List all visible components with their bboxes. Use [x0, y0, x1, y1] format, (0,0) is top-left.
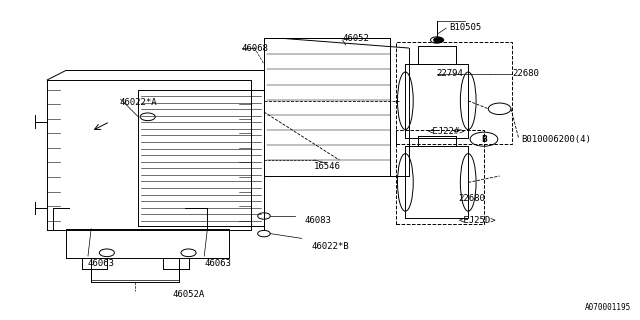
Text: <EJ22#>: <EJ22#>	[428, 127, 465, 136]
Text: 46083: 46083	[305, 216, 332, 225]
Text: 22794: 22794	[436, 69, 463, 78]
Text: 46022*A: 46022*A	[120, 98, 157, 107]
Circle shape	[434, 37, 444, 43]
Text: 46052: 46052	[342, 34, 369, 43]
Text: A070001195: A070001195	[584, 303, 631, 312]
Text: 46063: 46063	[204, 260, 231, 268]
Text: B010006200(4): B010006200(4)	[522, 135, 591, 144]
Text: 46022*B: 46022*B	[311, 242, 349, 251]
Text: <EJ25D>: <EJ25D>	[459, 216, 497, 225]
Text: 22680: 22680	[459, 194, 486, 203]
Text: 22680: 22680	[512, 69, 539, 78]
Text: 46068: 46068	[242, 44, 269, 52]
Text: B10505: B10505	[449, 23, 482, 32]
Text: 46052A: 46052A	[173, 290, 205, 299]
Text: 46063: 46063	[88, 260, 115, 268]
Text: B: B	[481, 135, 487, 144]
Text: 16546: 16546	[314, 162, 341, 171]
